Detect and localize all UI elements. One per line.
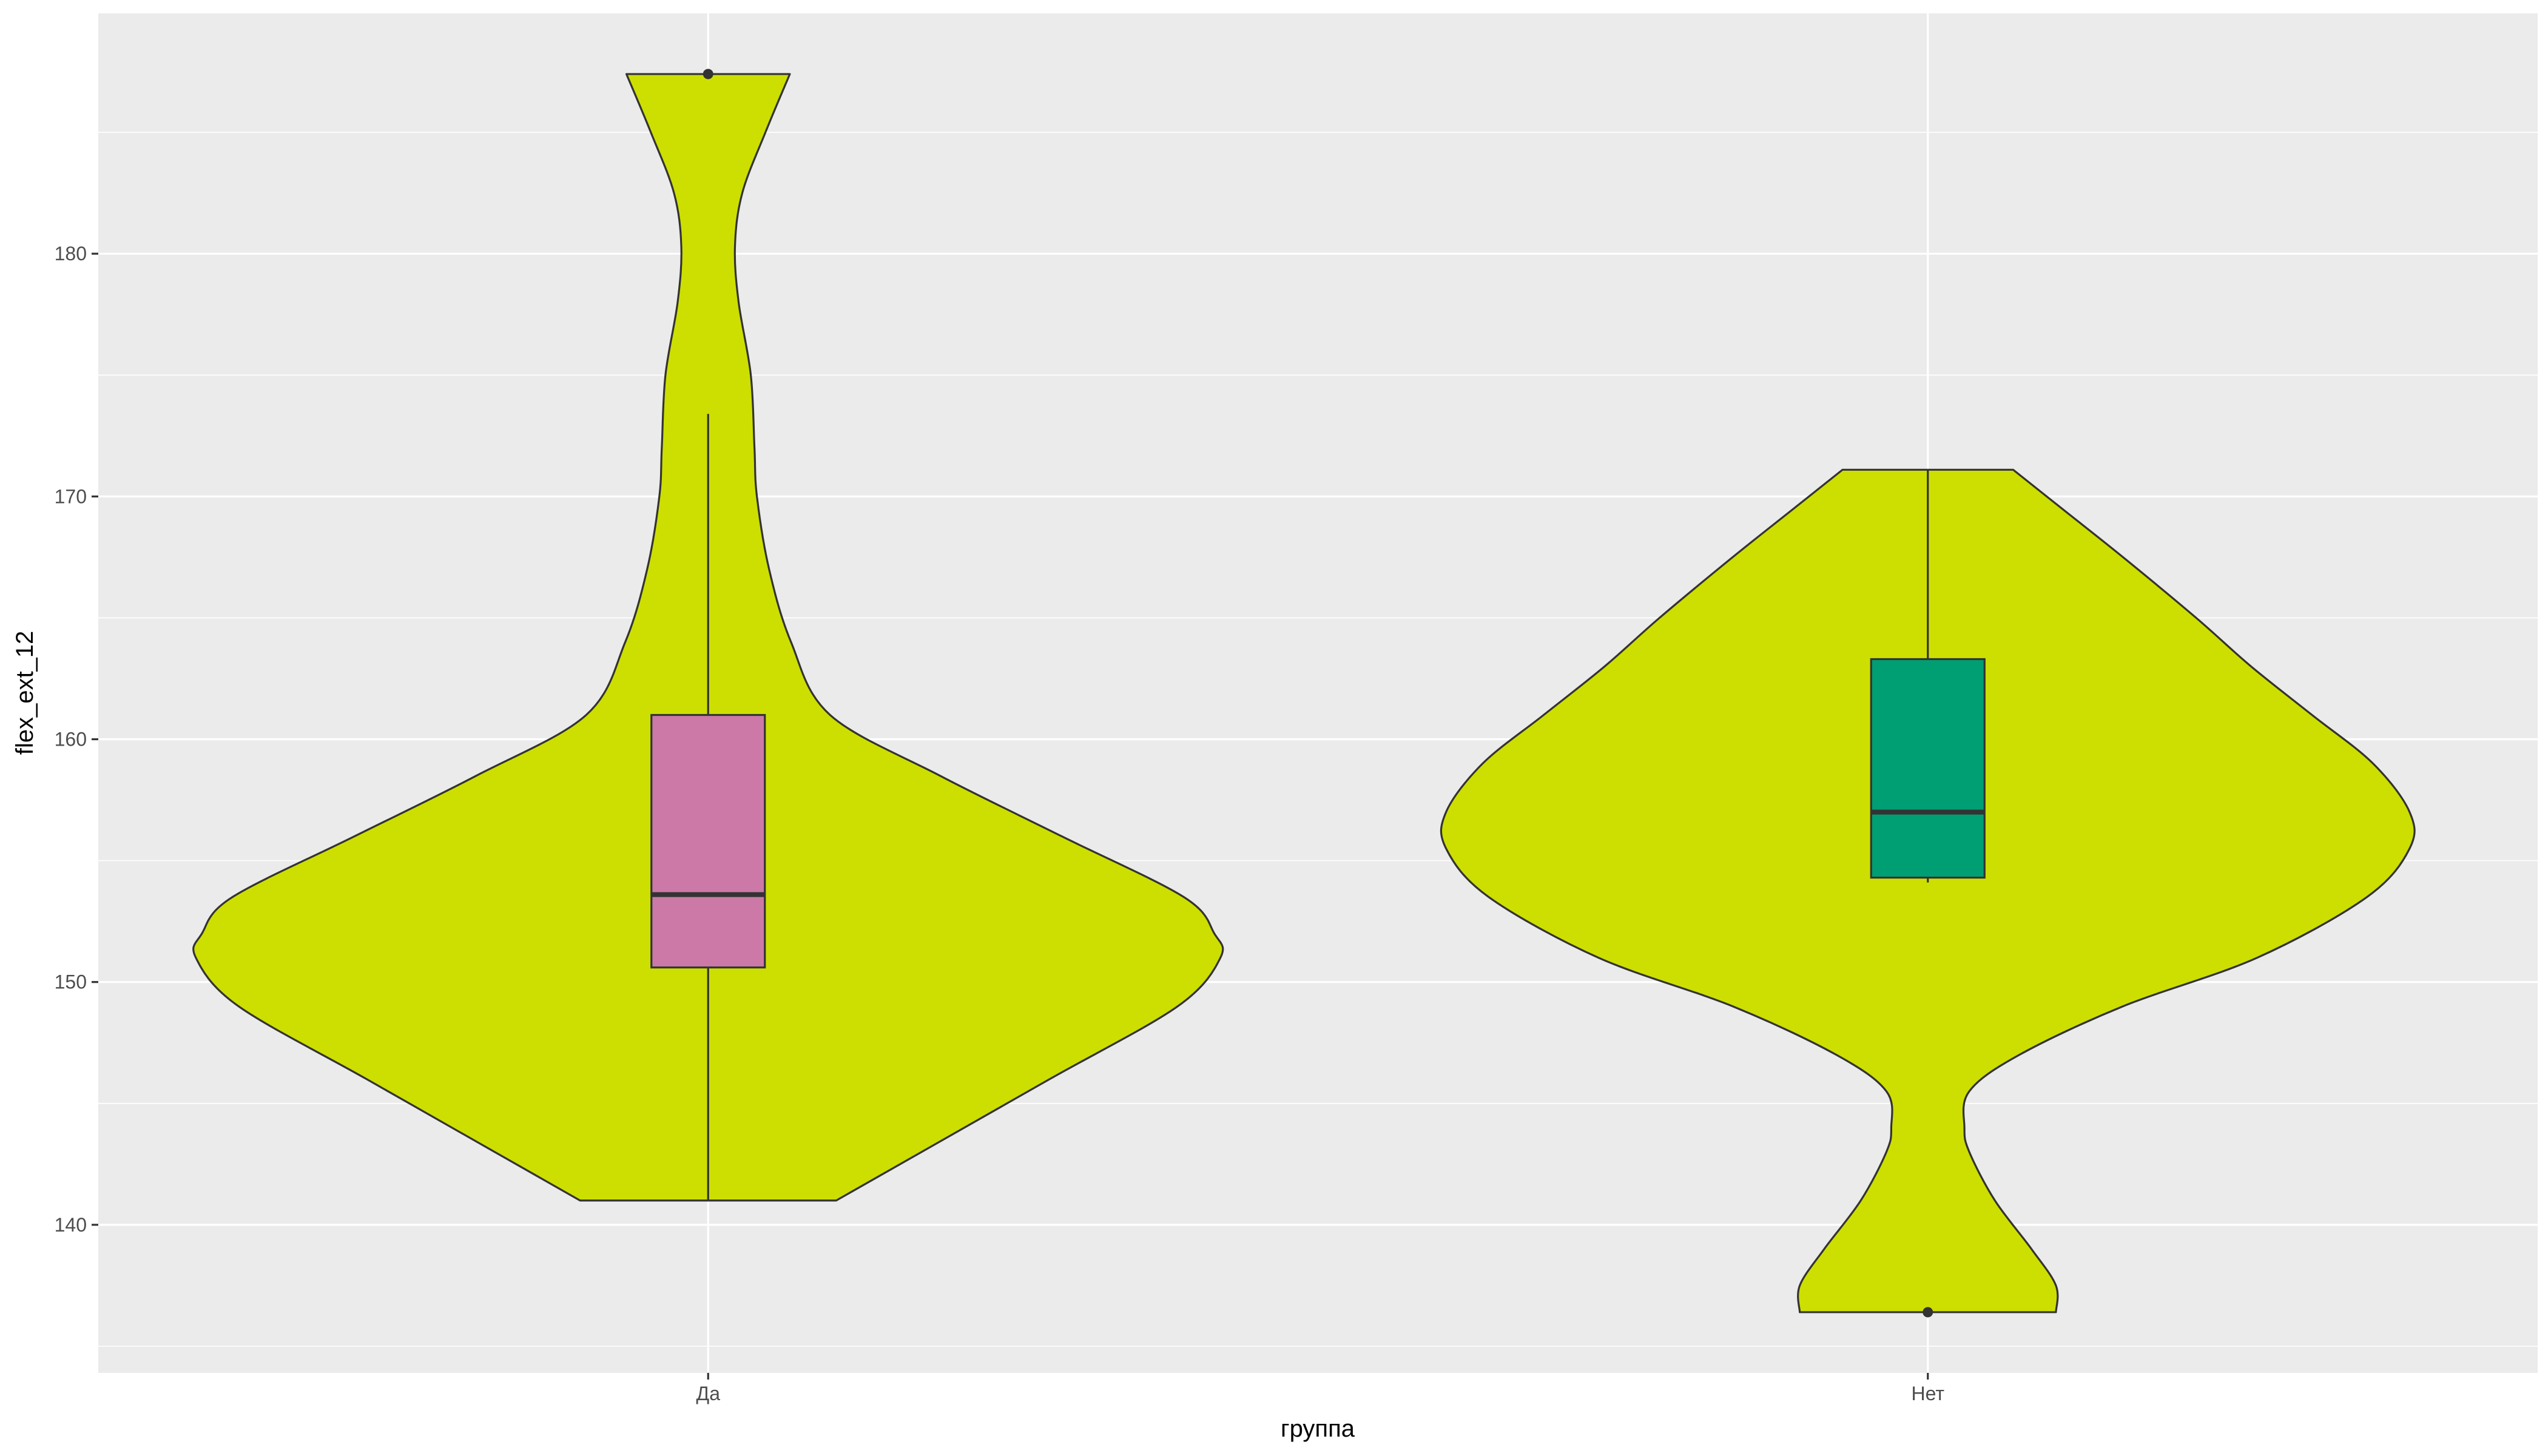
violin-2 <box>1440 468 2416 1313</box>
box-1 <box>650 713 766 969</box>
outlier-point <box>1923 1307 1933 1318</box>
y-tick-label: 180 <box>55 243 87 265</box>
y-axis-title: flex_ext_12 <box>12 631 38 755</box>
boxplots-layer <box>650 69 1986 1318</box>
x-axis-title: группа <box>1281 1415 1355 1442</box>
axes-layer: 140 150 160 170 180 Да Нет <box>55 243 1945 1404</box>
x-tick-label: Нет <box>1912 1383 1945 1404</box>
y-tick-label: 140 <box>55 1214 87 1236</box>
box-2 <box>1870 658 1986 879</box>
y-tick-label: 170 <box>55 485 87 507</box>
y-tick-label: 160 <box>55 729 87 750</box>
x-tick-label: Да <box>696 1383 721 1404</box>
outlier-point <box>703 69 713 79</box>
y-tick-label: 150 <box>55 971 87 993</box>
